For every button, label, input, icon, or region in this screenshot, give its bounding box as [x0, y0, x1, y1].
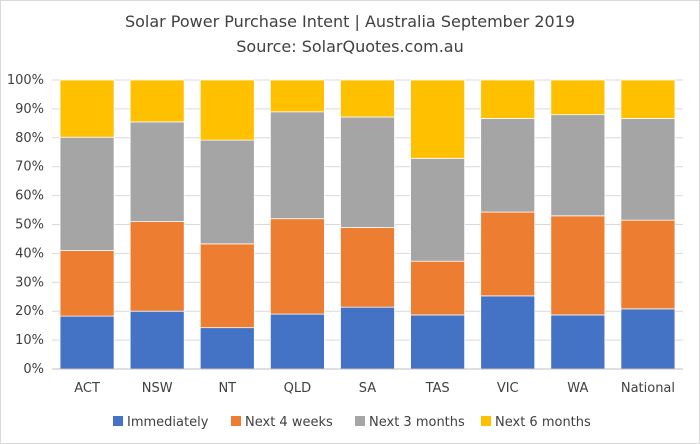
legend-swatch	[481, 416, 491, 426]
bar-segment	[129, 79, 185, 123]
bar-segment	[59, 315, 115, 370]
bar-segment	[129, 310, 185, 370]
bar-segment	[550, 314, 606, 370]
legend-swatch	[113, 416, 123, 426]
bar-segment	[410, 79, 465, 159]
y-tick-label: 30%	[15, 275, 44, 290]
legend-label: Next 4 weeks	[245, 415, 333, 430]
bar-segment	[410, 157, 465, 262]
bar-segment	[620, 79, 676, 119]
bar-segment	[199, 243, 255, 329]
bar-segment	[340, 227, 395, 308]
bar-segment	[59, 250, 115, 317]
bar-segment	[410, 260, 465, 316]
bar-segment	[480, 295, 536, 370]
y-tick-label: 80%	[15, 131, 44, 146]
legend-swatch	[355, 416, 365, 426]
x-tick-label: NSW	[142, 381, 173, 396]
bar-segment	[620, 118, 676, 221]
x-tick-label: QLD	[284, 381, 312, 396]
bar-segment	[480, 118, 536, 213]
y-tick-label: 10%	[15, 333, 44, 348]
legend-label: Immediately	[127, 415, 209, 430]
bar-segment	[340, 306, 395, 370]
bar-segment	[199, 139, 255, 245]
bar-segment	[129, 121, 185, 222]
chart-subtitle: Source: SolarQuotes.com.au	[236, 37, 464, 56]
y-tick-label: 0%	[23, 362, 44, 377]
legend-swatch	[231, 416, 241, 426]
bar-segment	[620, 308, 676, 370]
y-axis: 0% 10% 20% 30% 40% 50% 60% 70% 80% 90% 100%	[7, 73, 44, 377]
bar-segment	[550, 215, 606, 316]
bar-segment	[620, 219, 676, 310]
chart-title: Solar Power Purchase Intent | Australia …	[124, 12, 576, 31]
y-tick-label: 20%	[15, 304, 44, 319]
x-tick-label: TAS	[425, 381, 450, 396]
bar-segment	[550, 114, 606, 217]
legend-label: Next 3 months	[369, 415, 465, 430]
bar-segment	[410, 314, 465, 370]
x-tick-label: VIC	[497, 381, 519, 396]
bar-segment	[270, 218, 325, 315]
bar-segment	[550, 79, 606, 116]
y-tick-label: 70%	[15, 160, 44, 175]
legend-label: Next 6 months	[495, 415, 591, 430]
x-axis: ACT NSW NT QLD SA TAS VIC WA National	[52, 368, 683, 396]
bar-segment	[270, 313, 325, 370]
x-tick-label: SA	[359, 381, 376, 396]
y-tick-label: 90%	[15, 102, 44, 117]
x-tick-label: NT	[218, 381, 236, 396]
bar-segment	[129, 221, 185, 312]
bar-segment	[340, 79, 395, 118]
bar-segment	[59, 136, 115, 251]
bar-segment	[199, 327, 255, 370]
legend: Immediately Next 4 weeks Next 3 months Next…	[113, 415, 591, 430]
y-tick-label: 50%	[15, 218, 44, 233]
x-tick-label: National	[621, 381, 675, 396]
bar-segment	[480, 79, 536, 119]
y-tick-label: 100%	[7, 73, 44, 88]
x-tick-label: ACT	[74, 381, 100, 396]
bar-segment	[59, 79, 115, 138]
bar-segment	[480, 211, 536, 297]
bars	[59, 79, 676, 370]
bar-segment	[199, 79, 255, 141]
bar-segment	[340, 116, 395, 228]
bar-segment	[270, 79, 325, 113]
bar-segment	[270, 111, 325, 220]
y-tick-label: 40%	[15, 246, 44, 261]
y-tick-label: 60%	[15, 189, 44, 204]
x-tick-label: WA	[567, 381, 588, 396]
